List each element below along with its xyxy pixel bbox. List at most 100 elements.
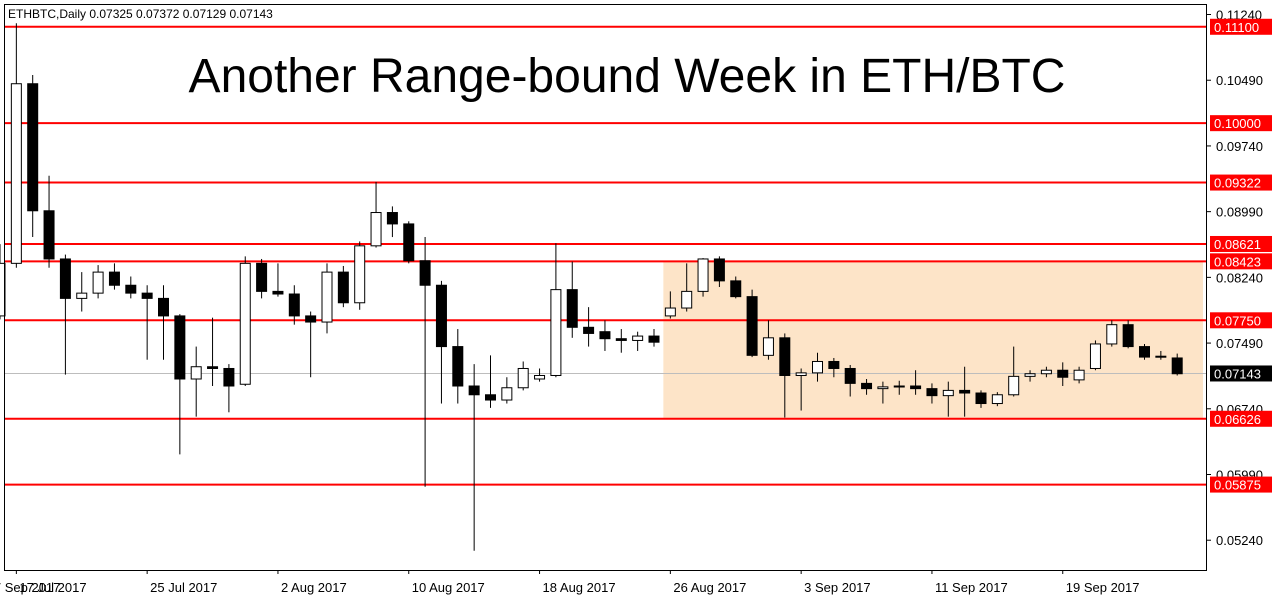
y-tick-label: 0.08990 bbox=[1216, 205, 1263, 220]
level-badge-label: 0.06626 bbox=[1214, 412, 1261, 427]
candle-body-up bbox=[877, 386, 889, 390]
plot-frame bbox=[4, 4, 1207, 571]
candle-body-down bbox=[713, 258, 725, 282]
candle-body-up bbox=[681, 290, 693, 309]
candle-body-down bbox=[746, 296, 758, 356]
candle-body-up bbox=[501, 387, 513, 401]
candle-body-up bbox=[1089, 343, 1101, 369]
candle-body-up bbox=[1008, 375, 1020, 396]
candle-body-down bbox=[207, 366, 219, 369]
candle-body-down bbox=[43, 210, 55, 260]
candle-body-up bbox=[354, 245, 366, 304]
level-lines-layer bbox=[4, 25, 1206, 486]
x-tick-label: 25 Jul 2017 bbox=[150, 580, 217, 595]
candle-body-down bbox=[828, 360, 840, 369]
x-tick-label: 3 Sep 2017 bbox=[804, 580, 871, 595]
candle-body-down bbox=[779, 337, 791, 376]
candle-body-up bbox=[893, 385, 905, 388]
candle-body-down bbox=[452, 346, 464, 387]
candle-body-up bbox=[534, 374, 546, 380]
level-badge-label: 0.09322 bbox=[1214, 176, 1261, 191]
level-badge bbox=[1210, 18, 1272, 35]
candle-body-down bbox=[223, 367, 235, 387]
candle-body-down bbox=[485, 394, 496, 401]
candle-body-up bbox=[76, 292, 88, 299]
x-tick-label: 19 Sep 2017 bbox=[1066, 580, 1140, 595]
x-tick-label: 27 Sep 2017 bbox=[0, 580, 60, 595]
candle-body-down bbox=[1139, 346, 1150, 358]
level-badge-label: 0.08423 bbox=[1214, 254, 1261, 269]
candle-body-down bbox=[108, 271, 120, 286]
candle-body-up bbox=[762, 337, 774, 356]
candle-body-up bbox=[632, 335, 644, 341]
y-tick-label: 0.08240 bbox=[1216, 270, 1263, 285]
candle-body-up bbox=[942, 389, 954, 397]
level-badge bbox=[1210, 174, 1272, 191]
candle-body-up bbox=[1040, 369, 1052, 375]
x-tick-label: 17 Jul 2017 bbox=[19, 580, 86, 595]
candle-body-down bbox=[566, 289, 578, 328]
x-tick-label: 11 Sep 2017 bbox=[935, 580, 1008, 595]
current-price-badge bbox=[1210, 365, 1272, 382]
candle-body-down bbox=[844, 367, 856, 384]
candle-body-down bbox=[615, 338, 627, 341]
candle-body-up bbox=[795, 372, 807, 376]
x-tick-label: 18 Aug 2017 bbox=[543, 580, 616, 595]
candle-body-down bbox=[959, 389, 971, 394]
candle-body-up bbox=[812, 360, 823, 374]
level-badge bbox=[1210, 476, 1272, 493]
candle-body-down bbox=[305, 315, 317, 323]
candle-body-down bbox=[975, 392, 987, 405]
level-badge-label: 0.08621 bbox=[1214, 237, 1261, 252]
candle-body-down bbox=[174, 315, 186, 380]
y-tick-label: 0.09740 bbox=[1216, 139, 1263, 154]
candle-body-up bbox=[1106, 324, 1118, 345]
x-tick-label: 2 Aug 2017 bbox=[281, 580, 347, 595]
candles-layer bbox=[0, 23, 1183, 551]
candle-body-up bbox=[664, 307, 676, 317]
y-tick-label: 0.11240 bbox=[1216, 8, 1262, 23]
y-tick-label: 0.07490 bbox=[1216, 336, 1263, 351]
level-badges: 0.11100 0.10000 0.09322 0.08621 0.08423 0.077… bbox=[1210, 18, 1272, 493]
candle-body-down bbox=[1171, 357, 1183, 375]
candle-body-up bbox=[92, 271, 104, 294]
candle-body-down bbox=[272, 290, 284, 295]
level-badge-label: 0.10000 bbox=[1214, 116, 1261, 131]
candle-body-up bbox=[321, 271, 333, 323]
chart-title: Another Range-bound Week in ETH/BTC bbox=[189, 50, 1066, 103]
candle-body-down bbox=[386, 212, 398, 225]
x-axis: 17 Jul 2017 25 Jul 2017 2 Aug 2017 10 Aug 2… bbox=[0, 570, 1139, 595]
level-badge bbox=[1210, 410, 1272, 427]
level-badge-label: 0.07750 bbox=[1214, 313, 1261, 328]
candle-body-up bbox=[10, 83, 22, 264]
level-badge-label: 0.11100 bbox=[1214, 20, 1259, 35]
candle-body-down bbox=[648, 335, 660, 343]
candle-body-down bbox=[419, 260, 431, 286]
candle-body-down bbox=[403, 223, 415, 262]
candle-body-up bbox=[1073, 369, 1085, 381]
candle-body-down bbox=[158, 297, 169, 317]
candle-body-down bbox=[1122, 324, 1134, 348]
level-badge bbox=[1210, 115, 1272, 132]
x-tick-label: 26 Aug 2017 bbox=[673, 580, 746, 595]
x-tick-label: 10 Aug 2017 bbox=[412, 580, 485, 595]
level-badge bbox=[1210, 312, 1272, 329]
current-price-label: 0.07143 bbox=[1214, 366, 1261, 381]
candle-body-down bbox=[256, 262, 268, 292]
candle-body-up bbox=[370, 212, 382, 247]
candle-body-down bbox=[910, 385, 922, 390]
candle-body-up bbox=[697, 258, 709, 292]
level-badge-label: 0.05875 bbox=[1214, 478, 1261, 493]
candle-body-up bbox=[550, 289, 562, 376]
candle-body-up bbox=[1024, 373, 1036, 377]
candle-body-down bbox=[27, 83, 39, 212]
candle-body-up bbox=[991, 394, 1003, 405]
candle-body-down bbox=[435, 284, 447, 348]
candle-body-down bbox=[59, 258, 71, 299]
candle-body-up bbox=[517, 367, 529, 389]
y-tick-label: 0.10490 bbox=[1216, 73, 1263, 88]
y-tick-label: 0.05240 bbox=[1216, 533, 1263, 548]
candle-body-down bbox=[288, 293, 300, 317]
symbol-info: ETHBTC,Daily 0.07325 0.07372 0.07129 0.0… bbox=[8, 7, 273, 21]
